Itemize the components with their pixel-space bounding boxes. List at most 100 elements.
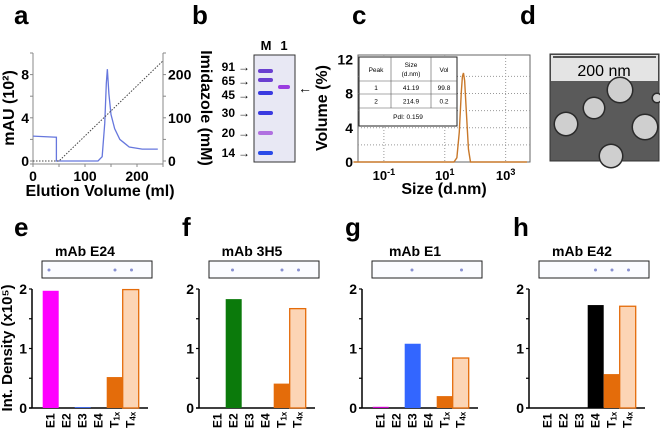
scale-bar-label: 200 nm [577,63,630,80]
table-cell: 1 [374,85,378,92]
bar-t1x [436,396,453,408]
x-tick-label: T1x [605,411,619,428]
x-tick-label: E3 [573,413,587,428]
y-tick-label: 2 [516,281,524,297]
y-tick-label: 1 [349,341,357,357]
x-tick-label: 103 [496,167,515,183]
x-tick-label: E2 [60,413,74,428]
table-footer: PdI: 0.159 [393,114,423,121]
x-tick-label: E2 [227,413,241,428]
panel-letter-e: e [14,212,28,242]
tick-subscript: 4x [296,411,305,420]
y-tick-label: 4 [21,110,29,126]
bar-e3 [74,407,91,408]
marker-label: 65 [222,74,236,88]
y-tick-label: 8 [345,86,353,102]
tick-subscript: 4x [129,411,138,420]
header-line: (d.nm) [402,71,421,78]
arrow-icon: → [238,88,250,102]
table-cell: 214.9 [403,99,420,106]
y-tick-label: 0 [345,154,353,170]
y-tick-label: 0 [349,400,357,416]
y-tick-label: 8 [21,67,29,83]
tick-base: 10 [435,168,449,183]
tick-subscript: 4x [626,411,635,420]
blot-dot [594,268,597,272]
panel-letter-f: f [182,212,191,242]
particle [600,145,622,167]
blot-dot [113,268,117,272]
y-tick-label: 2 [349,281,357,297]
y-tick-label: 12 [337,51,353,67]
blot-dot [47,268,51,272]
blot-dot [130,268,133,272]
x-tick-label: E1 [44,413,58,428]
arrow-icon: → [238,106,250,120]
bar-t4x [619,305,637,409]
tick-subscript: 1x [443,411,452,420]
chart-title: mAb E1 [389,243,441,259]
tick-main: T [454,420,468,428]
marker-band [258,78,273,82]
particle [608,78,632,102]
tick-main: T [108,420,122,428]
x-tick-label: 10-1 [373,167,395,183]
panel-letters: a b c d e f g h [14,0,536,242]
tick-exponent: 1 [449,167,454,177]
tick-exponent: 3 [510,167,515,177]
chart-title: mAb 3H5 [222,243,283,259]
table-cell: 0.2 [439,99,448,106]
x-tick-label: 200 [125,168,149,184]
bar-e1 [372,406,389,408]
x-tick-label: T4x [291,411,305,428]
blot-dot [231,268,234,272]
arrow-icon: → [238,74,250,88]
x-tick-label: E4 [589,413,603,428]
x-axis-label: Elution Volume (ml) [25,183,174,200]
table-header: Size (d.nm) [402,62,421,78]
blot-dot [460,268,463,272]
panel-letter-c: c [352,0,366,30]
tick-main: T [621,420,635,428]
y-tick-label: 2 [186,281,194,297]
panel-letter-a: a [14,0,29,30]
bar-e2 [225,299,242,408]
absorbance-line [32,69,158,162]
blot-dot [627,268,630,272]
x-tick-label: E4 [92,413,106,428]
x-tick-label: E3 [406,413,420,428]
chart-title: mAb E24 [55,243,115,259]
tick-subscript: 4x [459,411,468,420]
x-tick-label: T1x [438,411,452,428]
x-tick-label: E2 [557,413,571,428]
lane-label: 1 [280,38,287,53]
y-tick-label: 1 [186,341,194,357]
x-tick-label: E2 [390,413,404,428]
header-line: Size [405,62,418,69]
y-tick-label: 1 [19,341,27,357]
tick-subscript: 1x [610,411,619,420]
bar-t4x [122,288,140,409]
marker-band [258,111,273,115]
y-axis-label: Volume (%) [314,65,331,151]
marker-band [258,131,273,135]
dot-blot-image [208,260,320,279]
particle [653,94,660,102]
table-cell: 2 [374,99,378,106]
x-tick-label: T4x [621,411,635,428]
x-tick-label: T1x [275,411,289,428]
y2-tick-label: 100 [168,110,192,126]
marker-band [258,151,273,155]
x-tick-label: E4 [422,413,436,428]
panel-b-gel: M 191 →65 →45 →30 →20 →14 →← [222,38,312,163]
tick-main: T [605,420,619,428]
tick-main: T [124,420,138,428]
x-tick-label: T1x [108,411,122,428]
bar-t1x [273,383,290,408]
tick-subscript: 1x [113,411,122,420]
